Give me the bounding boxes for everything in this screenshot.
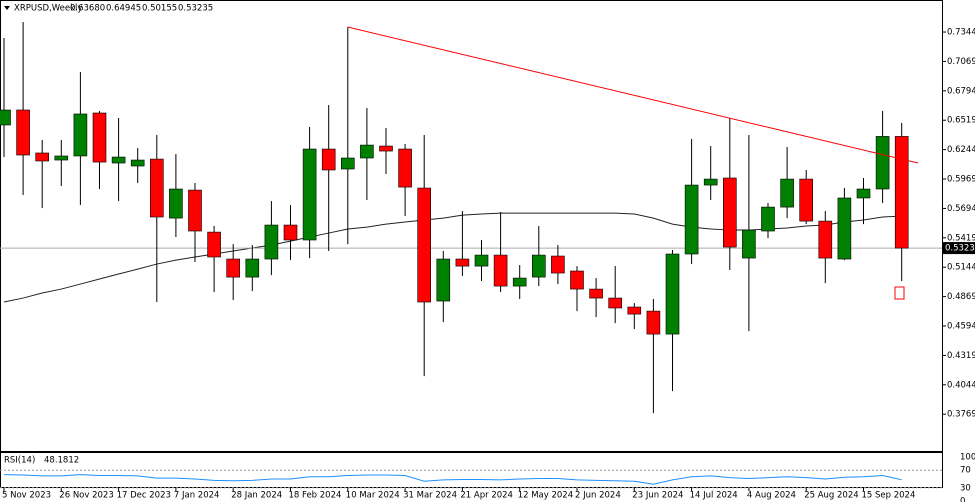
y-tick-label: 0.56945 bbox=[947, 204, 975, 214]
candle-body bbox=[512, 277, 527, 287]
candle-body bbox=[703, 178, 718, 186]
candle-body bbox=[531, 254, 546, 278]
candle-body bbox=[130, 159, 145, 167]
x-tick-label: 23 Jun 2024 bbox=[632, 491, 683, 501]
candle-body bbox=[894, 136, 909, 249]
candle-body bbox=[398, 148, 412, 188]
ohlc-label: 0.53235 bbox=[178, 4, 213, 14]
y-tick-label: 0.67945 bbox=[947, 86, 975, 96]
y-tick-label: 0.59695 bbox=[947, 175, 975, 185]
y-tick-label: 0.40445 bbox=[947, 380, 975, 390]
ohlc-label: 0.50155 bbox=[142, 4, 177, 14]
y-tick-label: 0.70695 bbox=[947, 57, 975, 67]
candle-body bbox=[283, 224, 298, 241]
candle-body bbox=[742, 229, 756, 259]
candle-body bbox=[0, 109, 11, 126]
x-tick-label: 5 Nov 2023 bbox=[2, 491, 51, 501]
x-tick-label: 18 Feb 2024 bbox=[289, 491, 342, 501]
candle-body bbox=[608, 297, 623, 309]
candle-body bbox=[16, 109, 30, 156]
x-tick-label: 21 Apr 2024 bbox=[460, 491, 513, 501]
price-tag-label: 0.53235 bbox=[945, 244, 975, 254]
candle-body bbox=[360, 144, 374, 159]
ohlc-label: 0.63680 bbox=[70, 4, 105, 14]
y-tick-label: 0.48695 bbox=[947, 292, 975, 302]
candle-body bbox=[245, 258, 260, 278]
x-tick-label: 2 Jun 2024 bbox=[575, 491, 621, 501]
y-tick-label: 0.65195 bbox=[947, 116, 975, 126]
candle-body bbox=[436, 258, 451, 302]
candle-body bbox=[665, 253, 680, 335]
candle-body bbox=[589, 288, 603, 299]
x-tick-label: 4 Aug 2024 bbox=[747, 491, 796, 501]
candle-body bbox=[551, 255, 565, 274]
x-tick-label: 14 Jul 2024 bbox=[690, 491, 738, 501]
chart-title: XRPUSD,Weekly bbox=[14, 4, 82, 14]
x-tick-label: 26 Nov 2023 bbox=[59, 491, 113, 501]
candle-body bbox=[188, 189, 202, 232]
trendline bbox=[347, 26, 919, 164]
y-tick-label: 0.54195 bbox=[947, 233, 975, 243]
ohlc-label: 0.64945 bbox=[106, 4, 141, 14]
x-tick-label: 17 Dec 2023 bbox=[117, 491, 171, 501]
candle-body bbox=[73, 113, 88, 157]
candle-body bbox=[875, 136, 890, 190]
x-tick-label: 28 Jan 2024 bbox=[231, 491, 282, 501]
x-tick-label: 12 May 2024 bbox=[518, 491, 573, 501]
rsi-tick-label: 100 bbox=[960, 453, 975, 463]
candle-body bbox=[379, 145, 393, 152]
candle-body bbox=[150, 158, 164, 218]
rsi-tick-label: 30 bbox=[960, 483, 971, 493]
candle-body bbox=[264, 224, 279, 260]
main-frame bbox=[0, 0, 943, 452]
x-tick-label: 15 Sep 2024 bbox=[862, 491, 916, 501]
y-tick-label: 0.43195 bbox=[947, 351, 975, 361]
candle-body bbox=[684, 184, 699, 255]
rsi-title: RSI(14) bbox=[4, 456, 35, 466]
candle-body bbox=[207, 231, 221, 258]
candle-body bbox=[646, 310, 661, 335]
menu-arrow[interactable] bbox=[4, 6, 10, 10]
candle-body bbox=[627, 306, 642, 315]
candle-body bbox=[340, 157, 355, 170]
rsi-tick-label: 0 bbox=[960, 497, 965, 502]
price-tag bbox=[943, 242, 975, 255]
rsi-tick-label: 70 bbox=[960, 466, 971, 476]
candle-body bbox=[226, 258, 240, 278]
candle-body bbox=[837, 197, 852, 260]
candle-body bbox=[417, 187, 432, 303]
candle-body bbox=[92, 112, 107, 163]
candle-body bbox=[799, 178, 814, 222]
candle-body bbox=[54, 155, 69, 161]
x-tick-label: 7 Jan 2024 bbox=[174, 491, 220, 501]
x-tick-label: 31 Mar 2024 bbox=[403, 491, 457, 501]
y-tick-label: 0.62445 bbox=[947, 145, 975, 155]
alert-icon[interactable] bbox=[894, 286, 905, 300]
candle-body bbox=[856, 188, 871, 199]
rsi-value: 48.1812 bbox=[44, 456, 79, 466]
y-tick-label: 0.73445 bbox=[947, 28, 975, 38]
candle-body bbox=[169, 188, 183, 219]
candle-body bbox=[321, 148, 336, 171]
candle-body bbox=[570, 270, 584, 290]
y-tick-label: 0.45945 bbox=[947, 322, 975, 332]
candle-body bbox=[111, 156, 126, 164]
y-tick-label: 0.51445 bbox=[947, 263, 975, 273]
candle-body bbox=[302, 148, 317, 241]
candle-body bbox=[722, 177, 737, 248]
rsi-line bbox=[3, 474, 902, 485]
candle-body bbox=[761, 206, 775, 232]
candle-body bbox=[474, 254, 489, 267]
candle-body bbox=[455, 258, 470, 267]
x-tick-label: 10 Mar 2024 bbox=[346, 491, 400, 501]
candle-body bbox=[35, 152, 50, 162]
candle-body bbox=[818, 220, 833, 259]
x-tick-label: 25 Aug 2024 bbox=[804, 491, 858, 501]
candle-body bbox=[780, 178, 794, 208]
candle-body bbox=[493, 254, 508, 287]
